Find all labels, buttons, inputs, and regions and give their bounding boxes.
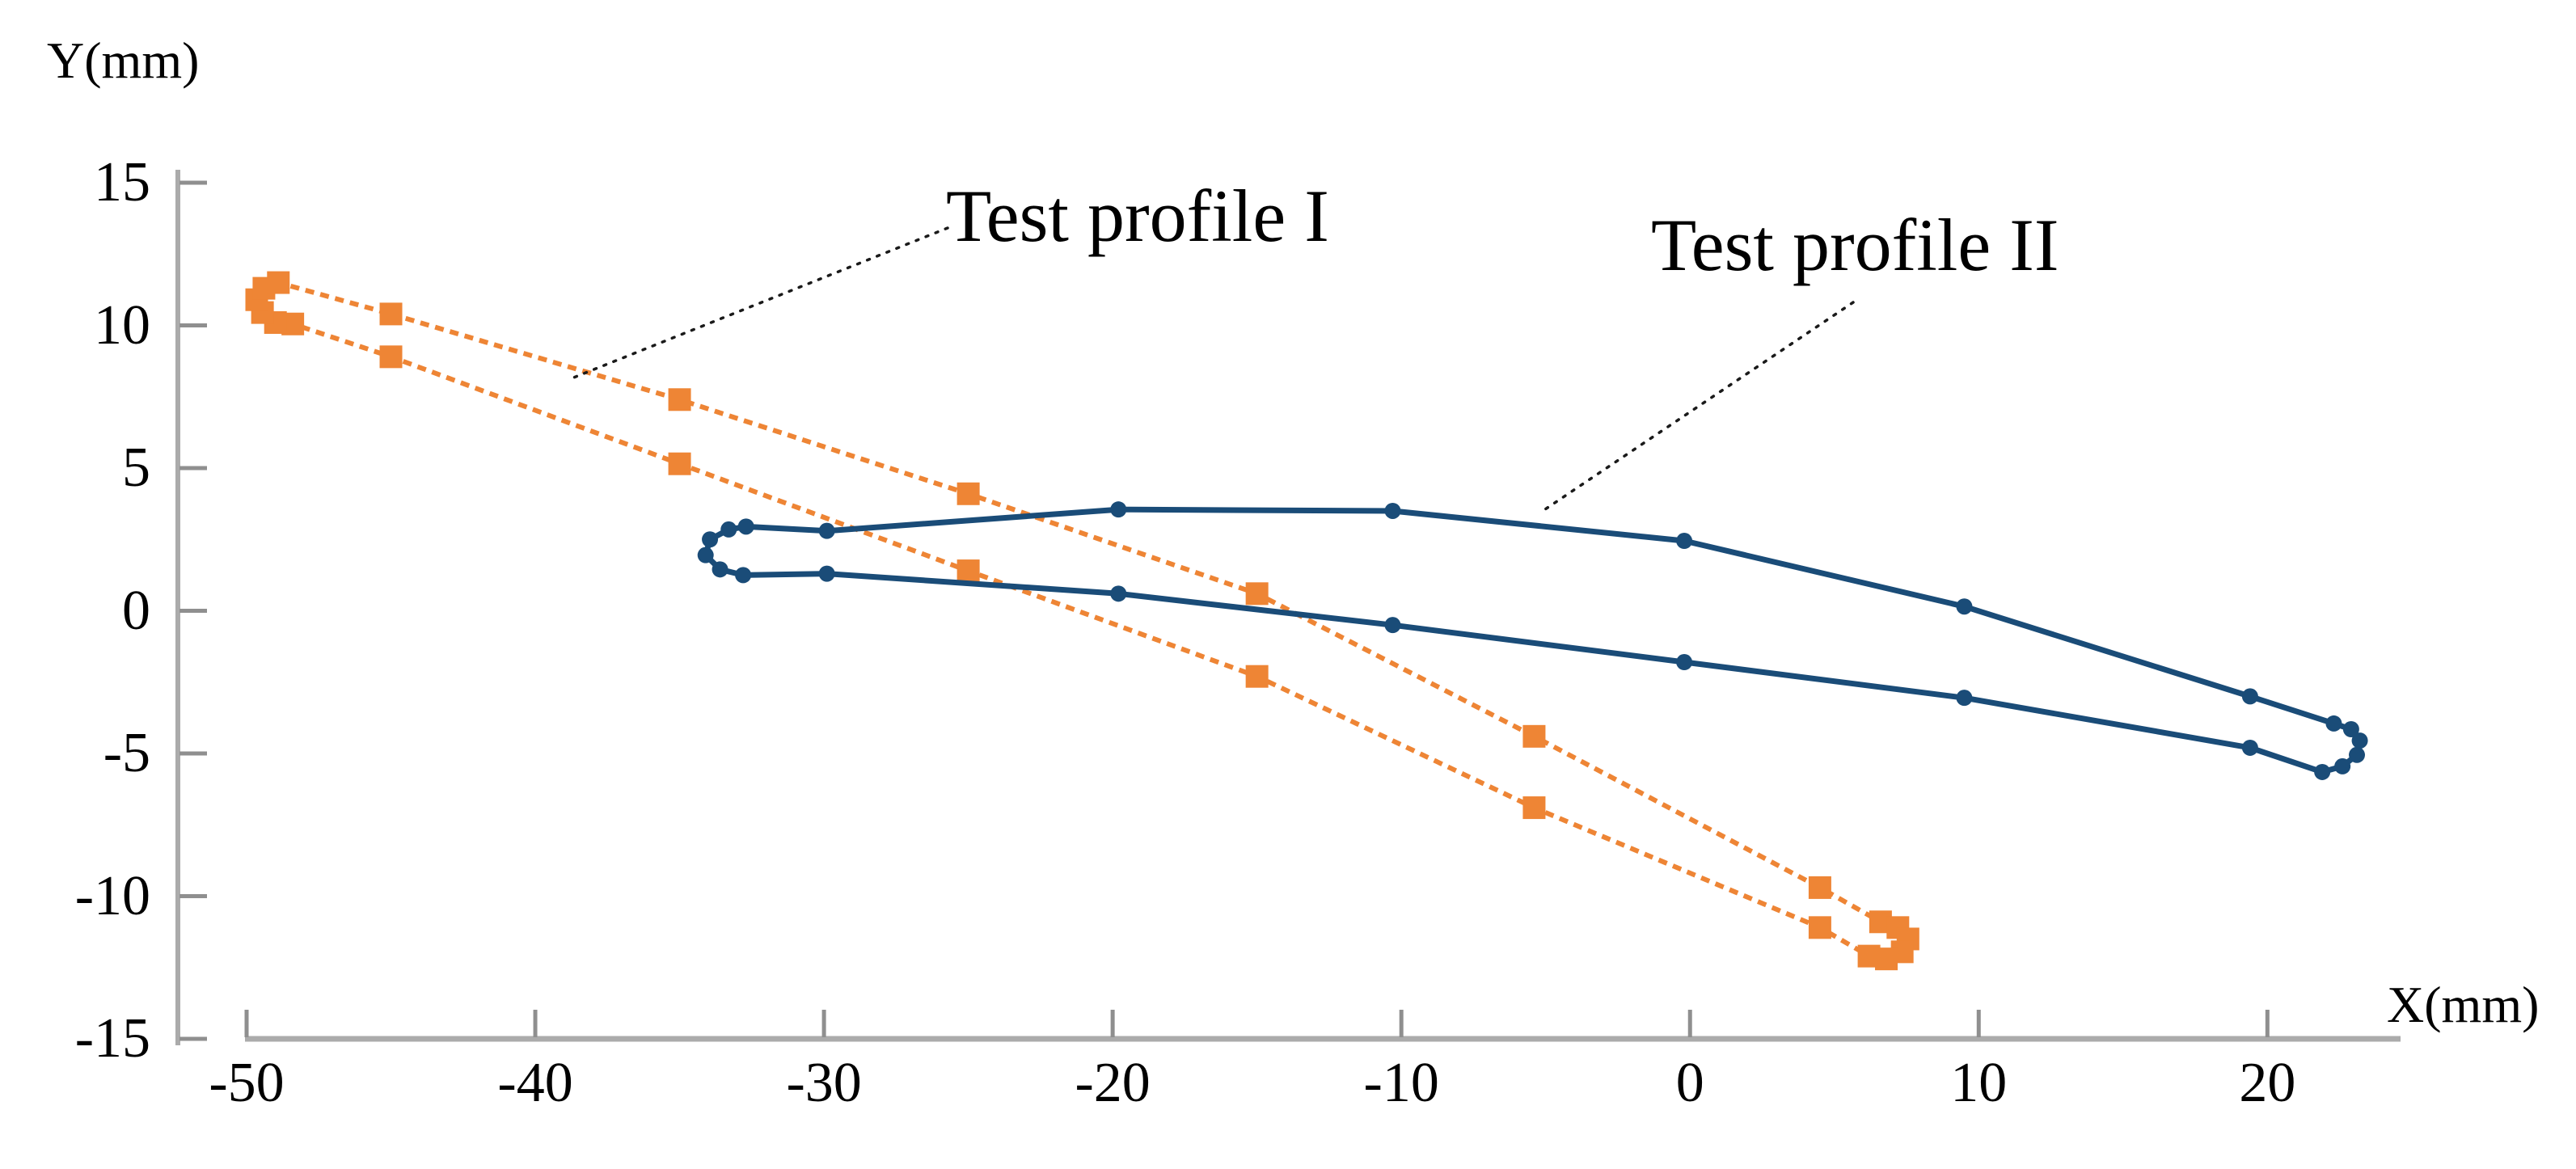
y-axis-title: Y(mm) (47, 32, 200, 89)
series-2-marker-circle (1956, 690, 1973, 707)
series-1-marker-square (379, 302, 403, 326)
series-1-marker-square (956, 559, 980, 583)
series-2-marker-circle (1110, 585, 1127, 602)
annotation-leader-2 (1541, 301, 1855, 513)
y-tick-label: 10 (94, 293, 150, 357)
series-line-1 (254, 280, 1911, 962)
series-1-marker-square (267, 271, 290, 294)
series-1-marker-square (668, 388, 691, 411)
series-1-marker-square (668, 452, 691, 475)
series-2-marker-circle (1676, 654, 1693, 671)
x-tick-label: -10 (1363, 1052, 1439, 1114)
series-2-marker-circle (2241, 688, 2258, 705)
x-tick-label: -40 (497, 1052, 573, 1114)
y-tick-label: -5 (103, 722, 150, 784)
x-tick-label: 0 (1675, 1052, 1704, 1114)
series-2-marker-circle (697, 547, 714, 563)
annotation-test-profile-2: Test profile II (1651, 204, 2059, 286)
y-tick-label: -10 (74, 864, 150, 927)
series-2-marker-circle (2351, 732, 2368, 749)
series-2-marker-circle (2334, 758, 2351, 774)
x-axis-title: X(mm) (2387, 976, 2540, 1033)
series-2-marker-circle (1384, 502, 1401, 519)
annotation-test-profile-1: Test profile I (946, 175, 1329, 257)
series-2-marker-circle (1676, 533, 1693, 550)
x-tick-label: 10 (1950, 1052, 2008, 1114)
annotation-leader-1 (566, 226, 949, 382)
series-1-marker-square (379, 345, 403, 369)
series-1-marker-square (1522, 724, 1546, 748)
series-2-marker-circle (2314, 763, 2331, 780)
series-2-marker-circle (1956, 598, 1973, 615)
series-2-marker-circle (2241, 739, 2258, 756)
y-tick-label: 15 (94, 151, 150, 213)
x-tick-label: -50 (209, 1052, 285, 1114)
series-2-marker-circle (735, 567, 752, 584)
series-1-marker-square (1522, 796, 1546, 820)
series-1-marker-square (1857, 944, 1881, 968)
series-2-marker-circle (1384, 617, 1401, 634)
x-tick-label: -20 (1075, 1052, 1151, 1114)
series-2-marker-circle (1110, 501, 1127, 518)
series-2-marker-circle (702, 531, 719, 548)
x-tick-label: 20 (2239, 1052, 2296, 1114)
series-2-marker-circle (2325, 715, 2342, 732)
series-2-marker-circle (2342, 720, 2359, 737)
series-1-marker-square (1808, 876, 1831, 899)
series-2-marker-circle (720, 521, 737, 538)
series-1-marker-square (1245, 665, 1269, 688)
y-tick-label: 0 (122, 579, 150, 642)
series-2-marker-circle (737, 518, 754, 535)
series-1-marker-square (956, 482, 980, 505)
series-2-marker-circle (2349, 746, 2366, 763)
x-tick-label: -30 (786, 1052, 862, 1114)
series-2-marker-circle (712, 561, 728, 578)
series-1-marker-square (1808, 916, 1831, 939)
series-1-marker-square (1245, 582, 1269, 606)
series-2-marker-circle (818, 522, 835, 539)
y-tick-label: 5 (122, 437, 150, 499)
y-tick-label: -15 (74, 1007, 150, 1070)
series-2-marker-circle (818, 565, 835, 582)
